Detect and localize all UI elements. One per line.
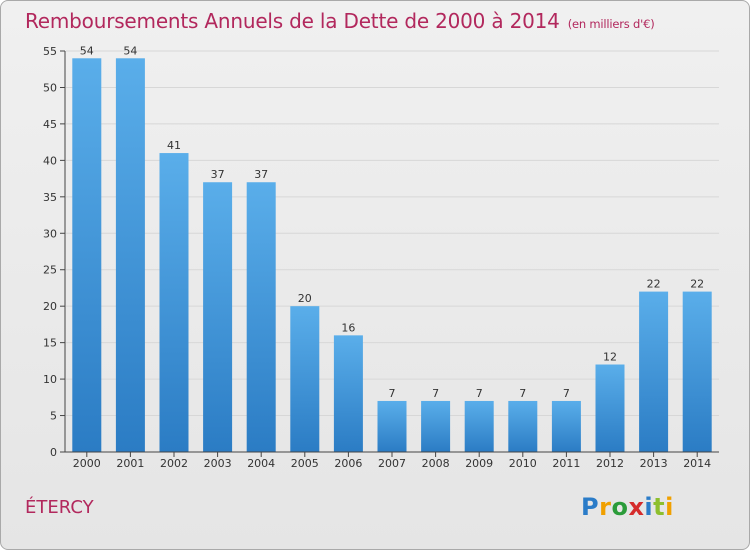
bar-2014 xyxy=(682,291,712,452)
bar-2008 xyxy=(421,400,451,452)
x-tick-label: 2004 xyxy=(247,457,275,470)
data-label-2007: 7 xyxy=(389,387,396,400)
y-tick-label: 15 xyxy=(43,337,57,350)
bar-2012 xyxy=(595,364,625,452)
x-tick-label: 2000 xyxy=(73,457,101,470)
data-label-2012: 12 xyxy=(603,351,617,364)
data-label-2004: 37 xyxy=(254,168,268,181)
data-label-2005: 20 xyxy=(298,292,312,305)
x-tick-label: 2005 xyxy=(291,457,319,470)
x-tick-label: 2010 xyxy=(509,457,537,470)
data-label-2009: 7 xyxy=(476,387,483,400)
x-tick-label: 2007 xyxy=(378,457,406,470)
x-tick-label: 2011 xyxy=(552,457,580,470)
chart-title-text: Remboursements Annuels de la Dette de 20… xyxy=(25,9,560,33)
x-tick-label: 2002 xyxy=(160,457,188,470)
bar-2013 xyxy=(639,291,669,452)
data-label-2013: 22 xyxy=(647,278,661,291)
y-tick-label: 55 xyxy=(43,45,57,58)
x-tick-label: 2009 xyxy=(465,457,493,470)
data-label-2000: 54 xyxy=(80,44,94,57)
y-tick-label: 5 xyxy=(50,410,57,423)
data-label-2011: 7 xyxy=(563,387,570,400)
data-label-2010: 7 xyxy=(519,387,526,400)
bar-2001 xyxy=(115,58,145,453)
y-tick-label: 40 xyxy=(43,154,57,167)
x-tick-label: 2012 xyxy=(596,457,624,470)
proxiti-logo: Proxiti xyxy=(581,493,674,521)
data-label-2008: 7 xyxy=(432,387,439,400)
data-label-2006: 16 xyxy=(341,321,355,334)
y-tick-label: 10 xyxy=(43,373,57,386)
chart-title: Remboursements Annuels de la Dette de 20… xyxy=(25,7,655,38)
bar-2011 xyxy=(551,400,581,452)
chart-unit-label: (en milliers d'€) xyxy=(567,17,655,31)
x-tick-label: 2001 xyxy=(116,457,144,470)
y-tick-label: 30 xyxy=(43,227,57,240)
bar-2007 xyxy=(377,400,407,452)
axis-layer xyxy=(60,50,719,457)
bar-2009 xyxy=(464,400,494,452)
x-tick-label: 2003 xyxy=(204,457,232,470)
bar-2006 xyxy=(333,335,363,452)
label-layer: 0 5 10 15 20 25 30 35 40 45 50 55 2000 54 2001 54 2002 41… xyxy=(43,44,711,470)
x-tick-label: 2006 xyxy=(334,457,362,470)
x-tick-label: 2008 xyxy=(422,457,450,470)
y-tick-label: 50 xyxy=(43,81,57,94)
x-tick-label: 2014 xyxy=(683,457,711,470)
data-label-2002: 41 xyxy=(167,139,181,152)
bar-layer xyxy=(72,58,712,453)
y-tick-label: 0 xyxy=(50,446,57,459)
bar-2004 xyxy=(246,182,276,452)
y-tick-label: 45 xyxy=(43,118,57,131)
y-tick-label: 35 xyxy=(43,191,57,204)
bar-2005 xyxy=(290,306,320,452)
data-label-2014: 22 xyxy=(690,278,704,291)
data-label-2003: 37 xyxy=(211,168,225,181)
bar-2002 xyxy=(159,153,189,452)
y-tick-label: 20 xyxy=(43,300,57,313)
bar-2000 xyxy=(72,58,102,453)
commune-name: ÉTERCY xyxy=(25,497,94,518)
bar-2010 xyxy=(508,400,538,452)
y-tick-label: 25 xyxy=(43,264,57,277)
data-label-2001: 54 xyxy=(123,44,137,57)
bar-2003 xyxy=(203,182,233,452)
x-tick-label: 2013 xyxy=(640,457,668,470)
